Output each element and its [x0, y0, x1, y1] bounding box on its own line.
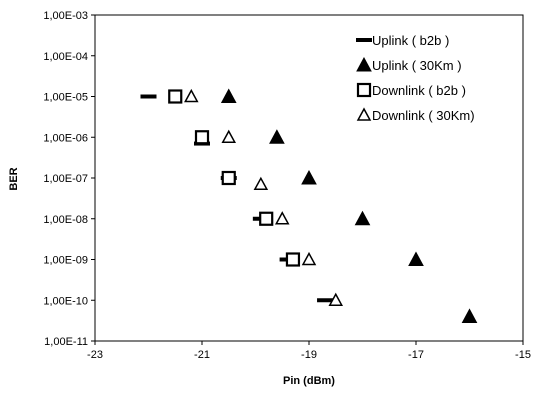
y-tick-label: 1,00E-03: [43, 10, 88, 22]
legend-marker: [356, 38, 372, 42]
y-tick-label: 1,00E-05: [43, 92, 88, 104]
data-point: [274, 211, 290, 225]
data-point: [220, 88, 237, 103]
y-axis: 1,00E-03 1,00E-04 1,00E-05 1,00E-06 1,00E-07…: [43, 10, 95, 348]
x-tick-label: -19: [301, 349, 317, 361]
data-points: [140, 88, 478, 323]
x-tick-label: -15: [515, 349, 531, 361]
data-point: [259, 211, 274, 226]
series-2: [168, 89, 301, 267]
x-tick-label: -17: [408, 349, 424, 361]
x-tick-label: -21: [194, 349, 210, 361]
data-point: [285, 252, 301, 267]
data-point: [408, 251, 424, 266]
data-point: [301, 169, 317, 185]
series-1: [220, 88, 478, 323]
y-tick-label: 1,00E-11: [44, 336, 88, 348]
series-3: [184, 88, 344, 306]
legend-label: Downlink ( b2b ): [372, 83, 466, 98]
legend-label: Uplink ( 30Km ): [372, 58, 462, 73]
legend-marker: [356, 82, 372, 98]
x-axis-title: Pin (dBm): [283, 375, 335, 387]
legend-label: Downlink ( 30Km): [372, 108, 475, 123]
x-tick-label: -23: [87, 349, 103, 361]
y-tick-label: 1,00E-06: [43, 132, 88, 144]
data-point: [168, 89, 183, 104]
x-axis: -23 -21 -19 -17 -15: [87, 341, 531, 361]
y-tick-label: 1,00E-10: [43, 295, 88, 307]
data-point: [301, 251, 317, 266]
data-point: [328, 292, 344, 306]
data-point: [269, 129, 285, 144]
data-point: [140, 94, 157, 99]
y-tick-label: 1,00E-04: [43, 51, 88, 63]
data-point: [253, 176, 269, 191]
data-point: [184, 88, 199, 103]
legend-label: Uplink ( b2b ): [372, 33, 449, 48]
data-point: [194, 130, 210, 145]
y-tick-label: 1,00E-08: [43, 214, 88, 226]
data-point: [221, 170, 236, 186]
legend: Uplink ( b2b ) Uplink ( 30Km ) Downlink ( …: [356, 33, 475, 123]
data-point: [317, 298, 334, 303]
y-tick-label: 1,00E-09: [43, 255, 88, 267]
legend-marker: [356, 56, 372, 72]
legend-marker: [356, 107, 372, 121]
data-point: [461, 308, 478, 323]
data-point: [221, 129, 237, 143]
y-axis-title: BER: [8, 167, 20, 190]
data-point: [354, 210, 371, 226]
y-tick-label: 1,00E-07: [43, 173, 88, 185]
